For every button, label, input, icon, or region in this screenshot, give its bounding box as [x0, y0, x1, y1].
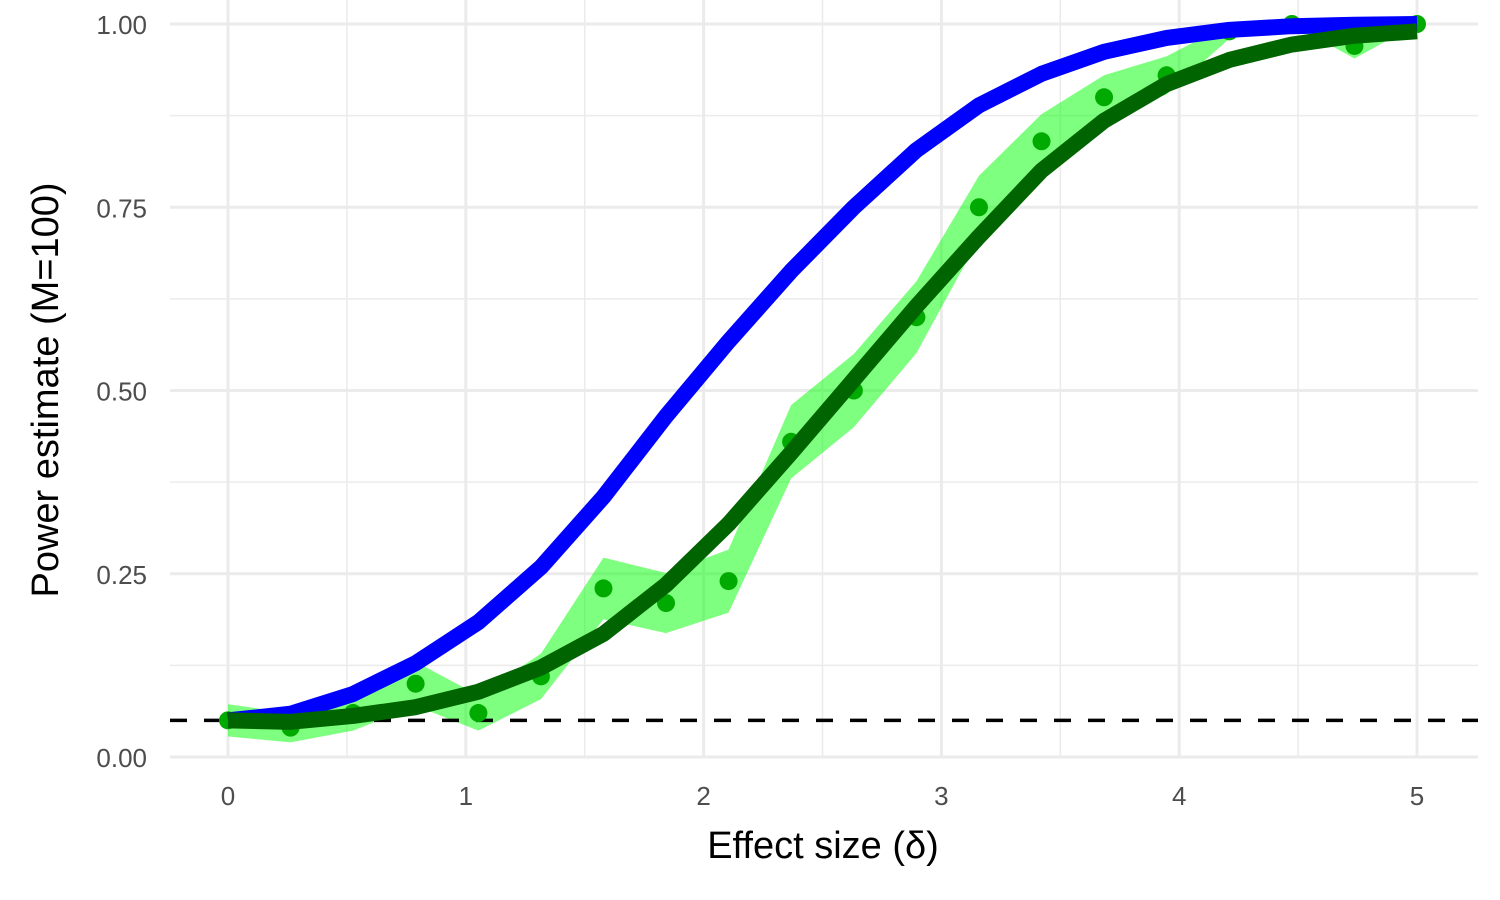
- observed-point: [594, 579, 613, 598]
- x-axis-ticks: 0 1 2 3 4 5: [221, 781, 1424, 811]
- x-tick-label: 5: [1410, 781, 1424, 811]
- observed-point: [1032, 132, 1051, 151]
- y-tick-label: 0.50: [96, 377, 147, 407]
- confidence-ribbon: [228, 24, 1417, 743]
- observed-point: [1095, 88, 1114, 107]
- observed-point: [657, 594, 676, 613]
- observed-point: [406, 674, 425, 693]
- y-tick-label: 1.00: [96, 10, 147, 40]
- confidence-ribbon-layer: [228, 24, 1417, 743]
- y-tick-label: 0.75: [96, 193, 147, 223]
- x-axis-title: Effect size (δ): [707, 825, 939, 867]
- x-tick-label: 4: [1172, 781, 1186, 811]
- y-axis-title: Power estimate (M=100): [25, 183, 67, 598]
- observed-point: [969, 198, 988, 217]
- x-tick-label: 2: [696, 781, 710, 811]
- y-tick-label: 0.25: [96, 560, 147, 590]
- observed-point: [719, 572, 738, 591]
- y-axis-ticks: 0.00 0.25 0.50 0.75 1.00: [96, 10, 147, 773]
- theoretical-power-line: [227, 16, 1418, 729]
- minor-gridlines: [170, 0, 1478, 757]
- fitted-power-line: [227, 23, 1418, 730]
- curve-lines-layer: [227, 16, 1418, 730]
- x-tick-label: 0: [221, 781, 235, 811]
- x-tick-label: 3: [934, 781, 948, 811]
- y-tick-label: 0.00: [96, 743, 147, 773]
- observed-point: [469, 704, 488, 723]
- x-tick-label: 1: [459, 781, 473, 811]
